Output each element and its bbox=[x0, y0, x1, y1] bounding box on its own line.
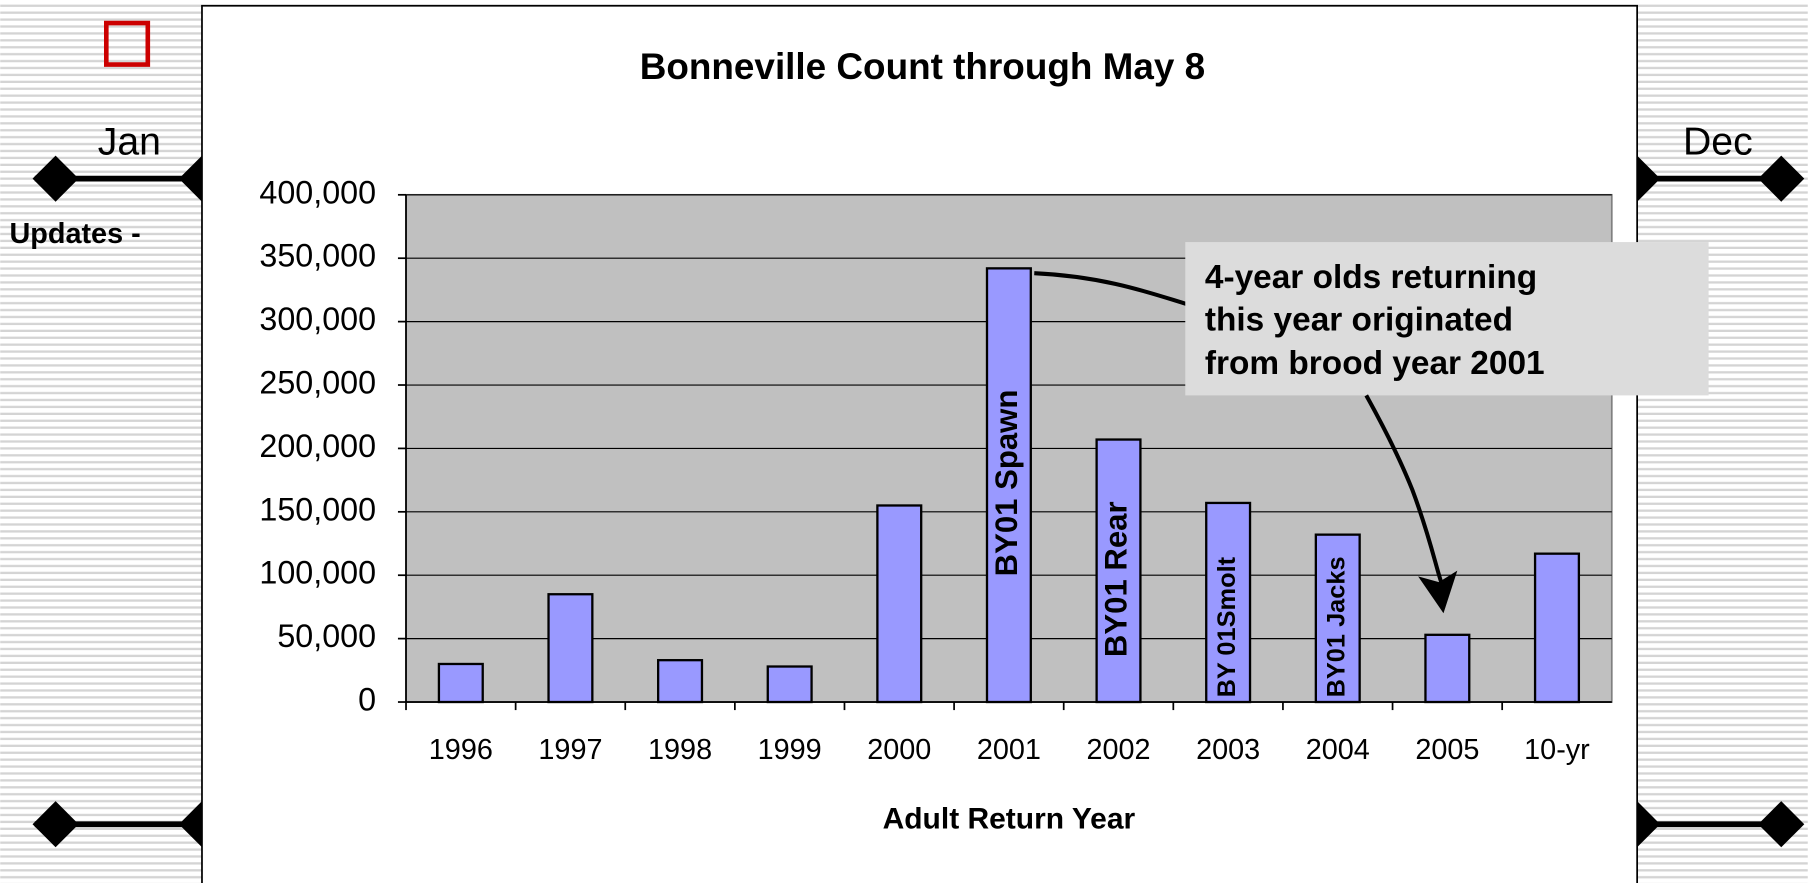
bar bbox=[1424, 633, 1471, 704]
bar bbox=[1533, 552, 1581, 704]
y-tick-label: 50,000 bbox=[277, 618, 376, 654]
x-tick-label: 2002 bbox=[1086, 734, 1150, 766]
x-tick-label: 1996 bbox=[429, 734, 493, 766]
y-tick-label: 400,000 bbox=[259, 174, 376, 210]
y-tick-label: 0 bbox=[358, 682, 376, 718]
bar bbox=[766, 665, 813, 704]
x-tick-label: 10-yr bbox=[1524, 734, 1590, 766]
y-tick-label: 250,000 bbox=[259, 365, 376, 401]
x-tick-label: 2001 bbox=[977, 734, 1041, 766]
bar-label: BY01 Jacks bbox=[1322, 556, 1350, 697]
x-tick-label: 1999 bbox=[758, 734, 822, 766]
y-tick-label: 350,000 bbox=[259, 238, 376, 274]
bar-label: BY01 Spawn bbox=[989, 390, 1024, 577]
y-tick-label: 100,000 bbox=[259, 555, 376, 591]
x-tick-label: 1998 bbox=[648, 734, 712, 766]
bar bbox=[437, 662, 484, 704]
y-tick-label: 300,000 bbox=[259, 301, 376, 337]
bar bbox=[1314, 533, 1361, 704]
arrow bbox=[1364, 394, 1444, 583]
timeline-start: Jan bbox=[98, 120, 161, 163]
bar-label: BY 01Smolt bbox=[1213, 556, 1241, 697]
arrow bbox=[1034, 271, 1189, 307]
x-tick-label: 2000 bbox=[867, 734, 931, 766]
x-tick-label: 2004 bbox=[1306, 734, 1370, 766]
annotation-line: from brood year 2001 bbox=[1205, 345, 1545, 382]
bar bbox=[1095, 438, 1142, 704]
bar-label: BY01 Rear bbox=[1099, 501, 1134, 657]
bar bbox=[547, 593, 594, 704]
bar bbox=[876, 504, 923, 704]
timeline-label: Updates - bbox=[9, 218, 140, 250]
y-tick-label: 200,000 bbox=[259, 428, 376, 464]
bullet bbox=[103, 20, 151, 67]
arrow-head bbox=[1418, 570, 1458, 614]
bar bbox=[1205, 501, 1252, 704]
annotation-box bbox=[1185, 242, 1709, 396]
annotation-line: this year originated bbox=[1205, 301, 1513, 338]
x-tick-label: 2003 bbox=[1196, 734, 1260, 766]
y-tick-label: 150,000 bbox=[259, 491, 376, 527]
x-axis-title: Adult Return Year bbox=[883, 803, 1136, 836]
bar bbox=[985, 267, 1032, 704]
annotation-line: 4-year olds returning bbox=[1205, 259, 1537, 296]
timeline-end: Dec bbox=[1683, 120, 1753, 163]
plot: 0 50,000 100,000 150,000 200,000 250,000 300,0… bbox=[259, 174, 1612, 766]
chart-title: Bonneville Count through May 8 bbox=[640, 46, 1205, 87]
bar bbox=[656, 659, 704, 704]
x-tick-label: 2005 bbox=[1415, 734, 1479, 766]
x-tick-label: 1997 bbox=[538, 734, 602, 766]
